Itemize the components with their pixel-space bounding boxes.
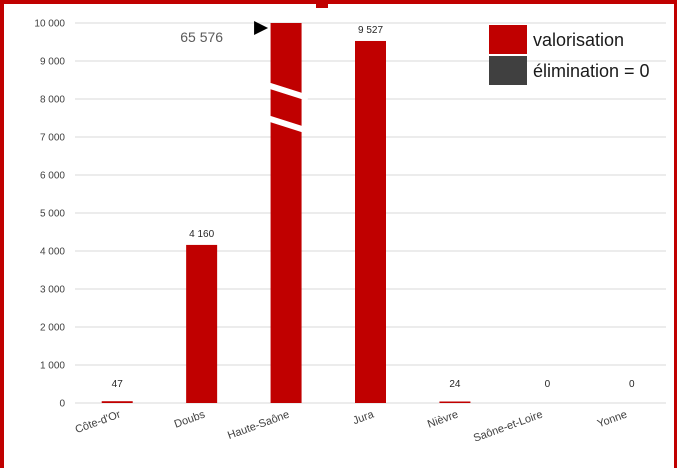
data-label: 47 [112,379,124,390]
data-label: 9 527 [358,25,383,36]
y-tick-label: 3 000 [40,285,65,296]
bar-doubs [186,244,218,403]
y-tick-label: 7 000 [40,133,65,144]
bar-ni-vre [439,401,471,403]
bar-jura [355,40,386,403]
x-tick-label: Nièvre [426,409,460,431]
y-tick-label: 9 000 [40,57,65,68]
legend-label: valorisation [533,30,624,50]
bar-c-te-d-or [101,401,133,403]
y-tick-label: 2 000 [40,323,65,334]
y-tick-label: 4 000 [40,247,65,258]
callout-arrow-icon [254,21,269,35]
data-labels: 47 4 160 9 527 24 0 0 [112,25,635,390]
x-tick-label: Yonne [596,409,629,431]
callout: 65 576 [180,21,269,45]
data-label: 0 [545,379,551,390]
axis-break-marks [263,81,309,134]
legend-label: élimination = 0 [533,61,650,81]
y-axis-ticks: 0 1 000 2 000 3 000 4 000 5 000 6 000 7 000 8 00… [34,19,65,410]
legend-swatch [489,25,527,54]
bar-haute-sa-ne [270,23,302,403]
y-tick-label: 5 000 [40,209,65,220]
legend-swatch [489,56,527,85]
x-tick-label: Jura [351,408,376,427]
data-label: 24 [449,379,461,390]
x-tick-label: Haute-Saône [226,409,291,442]
frame-accent [316,0,328,8]
legend: valorisation élimination = 0 [489,25,650,85]
data-label: 0 [629,379,635,390]
bars [101,23,471,403]
callout-value-label: 65 576 [180,29,223,45]
y-tick-label: 0 [59,399,65,410]
data-label: 4 160 [189,229,214,240]
y-tick-label: 8 000 [40,95,65,106]
x-tick-label: Côte-d'Or [74,408,123,436]
axis-break-mark [263,114,309,134]
axis-break-mark [263,81,309,101]
x-axis-ticks: Côte-d'Or Doubs Haute-Saône Jura Nièvre Saône… [74,408,629,444]
y-tick-label: 1 000 [40,361,65,372]
y-tick-label: 10 000 [34,19,65,30]
x-tick-label: Saône-et-Loire [472,409,544,445]
x-tick-label: Doubs [173,408,207,430]
y-tick-label: 6 000 [40,171,65,182]
